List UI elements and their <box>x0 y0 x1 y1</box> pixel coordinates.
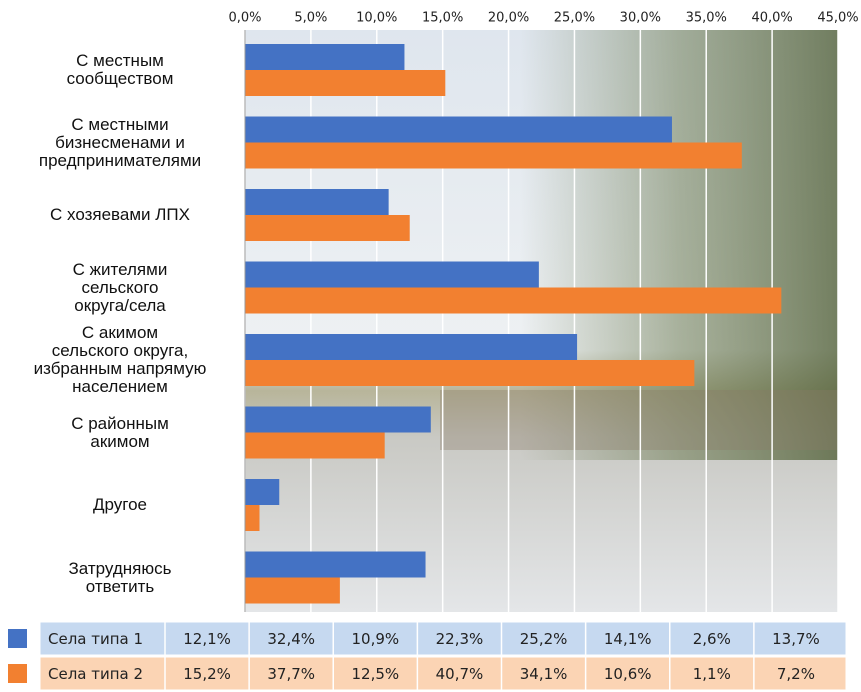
x-tick-label: 5,0% <box>294 11 327 26</box>
table-value: 25,2% <box>520 630 568 648</box>
bar <box>245 287 782 314</box>
legend-swatch <box>8 664 27 683</box>
table-row <box>39 621 847 656</box>
table-value: 1,1% <box>693 665 731 683</box>
bar <box>245 432 385 459</box>
x-tick-label: 0,0% <box>228 11 261 26</box>
table-value: 10,9% <box>351 630 399 648</box>
category-label: С районным акимом <box>71 413 169 451</box>
bar <box>245 215 410 241</box>
table-value: 12,1% <box>183 630 231 648</box>
table-value: 32,4% <box>267 630 315 648</box>
bar <box>245 142 742 169</box>
bar <box>245 406 431 433</box>
bar <box>245 334 578 360</box>
x-tick-label: 45,0% <box>817 11 858 26</box>
table-value: 12,5% <box>351 665 399 683</box>
category-label: С акимом сельского округа, избранным нап… <box>33 323 207 396</box>
bar <box>245 44 405 70</box>
table-value: 7,2% <box>777 665 815 683</box>
table-value: 37,7% <box>267 665 315 683</box>
category-label: Другое <box>92 495 147 514</box>
bar <box>245 360 695 386</box>
background-fence <box>440 390 838 450</box>
bar <box>245 479 280 505</box>
table-value: 22,3% <box>436 630 484 648</box>
category-label: С местными бизнесменами и предпринимател… <box>38 114 202 170</box>
x-tick-label: 15,0% <box>422 11 463 26</box>
table-value: 13,7% <box>772 630 820 648</box>
bar <box>245 551 426 578</box>
table-value: 14,1% <box>604 630 652 648</box>
background-trees <box>520 30 838 460</box>
category-label: С жителями сельского округа/села <box>72 259 168 315</box>
legend-swatch <box>8 629 27 648</box>
bar <box>245 116 672 143</box>
table-value: 40,7% <box>436 665 484 683</box>
category-label: С хозяевами ЛПХ <box>50 205 190 224</box>
legend-label: Села типа 2 <box>48 665 143 683</box>
category-label: С местным сообществом <box>66 51 174 88</box>
category-label: Затрудняюсь ответить <box>68 558 172 596</box>
legend-label: Села типа 1 <box>48 630 143 648</box>
bar <box>245 505 260 531</box>
table-value: 2,6% <box>693 630 731 648</box>
bar <box>245 577 340 604</box>
bar <box>245 261 539 288</box>
table-value: 10,6% <box>604 665 652 683</box>
x-tick-label: 10,0% <box>356 11 397 26</box>
table-value: 34,1% <box>520 665 568 683</box>
table-value: 15,2% <box>183 665 231 683</box>
table-row <box>39 656 847 691</box>
bar <box>245 70 446 96</box>
x-tick-label: 30,0% <box>620 11 661 26</box>
bar <box>245 189 389 215</box>
x-tick-label: 40,0% <box>751 11 792 26</box>
x-tick-label: 25,0% <box>554 11 595 26</box>
x-tick-label: 20,0% <box>488 11 529 26</box>
x-tick-label: 35,0% <box>686 11 727 26</box>
